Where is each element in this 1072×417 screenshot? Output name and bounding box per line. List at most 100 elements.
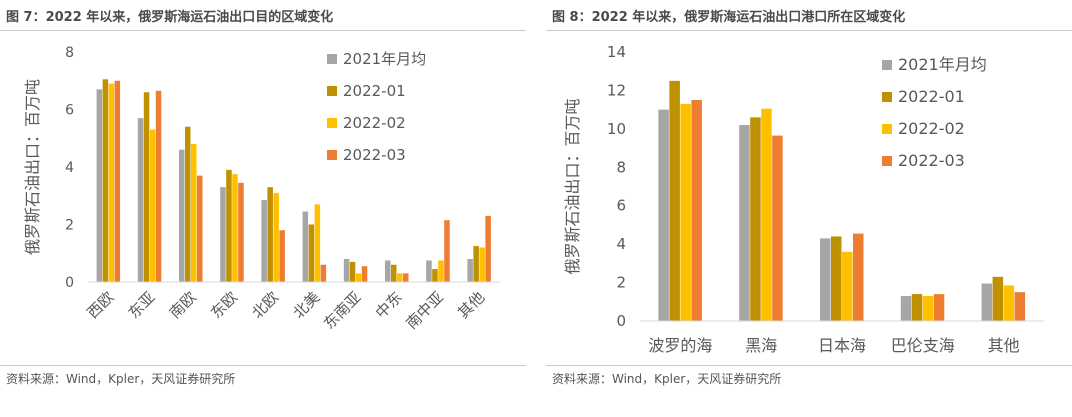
bar-2-6: [308, 224, 315, 282]
y-tick-label: 8: [616, 158, 626, 176]
bar-3-5: [273, 192, 279, 282]
bar-2-4: [226, 169, 232, 282]
legend-swatch: [882, 156, 892, 166]
legend-swatch: [327, 54, 337, 64]
bar-2-10: [473, 246, 479, 282]
bar-2-4: [911, 294, 923, 321]
legend-label: 2022-02: [343, 114, 406, 132]
x-category-label: 北欧: [248, 288, 282, 322]
bar-1-7: [343, 259, 350, 282]
bar-2-8: [391, 264, 397, 282]
bar-2-3: [831, 236, 842, 321]
y-tick-label: 8: [65, 45, 74, 61]
chart-title: 图 7：2022 年以来，俄罗斯海运石油出口目的区域变化: [6, 10, 334, 25]
bar-3-2: [149, 129, 156, 282]
legend-swatch: [327, 118, 337, 128]
x-category-label: 巴伦支海: [891, 336, 955, 355]
source-note: 资料来源：Wind，Kpler，天风证券研究所: [6, 372, 236, 386]
bar-3-3: [191, 144, 197, 282]
x-category-label: 中东: [372, 288, 406, 322]
bar-2-1: [102, 79, 109, 282]
bar-4-4: [933, 294, 945, 321]
bar-4-6: [320, 264, 327, 282]
y-tick-label: 2: [616, 274, 626, 292]
legend-label: 2022-03: [343, 146, 406, 164]
legend-label: 2022-01: [343, 82, 406, 100]
source-note: 资料来源：Wind，Kpler，天风证券研究所: [552, 372, 782, 386]
x-category-label: 南中亚: [402, 288, 447, 333]
y-tick-label: 14: [607, 43, 626, 61]
y-tick-label: 12: [607, 81, 626, 99]
bar-1-4: [900, 296, 912, 321]
y-axis-title: 俄罗斯石油出口：百万吨: [563, 98, 582, 274]
x-category-label: 其他: [988, 336, 1020, 355]
top-divider: [0, 30, 526, 31]
bar-2-5: [267, 187, 273, 282]
bottom-divider: [0, 365, 526, 366]
y-tick-label: 4: [616, 235, 626, 253]
bar-4-8: [403, 273, 409, 282]
bar-1-10: [467, 259, 473, 282]
chart-panel-left: 图 7：2022 年以来，俄罗斯海运石油出口目的区域变化 0 2 4 6 8 俄罗斯石油出…: [0, 0, 526, 417]
bar-3-4: [232, 174, 238, 282]
bar-2-3: [185, 126, 191, 282]
y-tick-label: 6: [65, 103, 74, 119]
bar-2-2: [750, 117, 761, 321]
bar-3-10: [479, 247, 485, 282]
x-category-label: 波罗的海: [648, 336, 712, 355]
y-tick-label: 6: [616, 197, 626, 215]
y-tick-label: 2: [65, 218, 74, 234]
bar-1-1: [658, 109, 669, 322]
bar-1-1: [96, 89, 103, 282]
bar-3-2: [761, 108, 772, 321]
bar-1-5: [981, 283, 993, 321]
x-category-label: 东欧: [207, 288, 241, 322]
bar-4-4: [238, 182, 244, 282]
bar-2-1: [669, 80, 680, 321]
bar-1-2: [739, 125, 750, 321]
legend-swatch: [882, 60, 892, 70]
bar-1-9: [426, 260, 432, 282]
chart-panel-right: 图 8：2022 年以来，俄罗斯海运石油出口港口所在区域变化 0 2 4 6 8 10 12…: [546, 0, 1072, 417]
bar-4-3: [853, 233, 864, 321]
bar-4-1: [691, 100, 702, 322]
legend-label: 2022-01: [898, 87, 965, 106]
legend-swatch: [882, 92, 892, 102]
bar-3-9: [438, 260, 444, 282]
bottom-divider: [546, 365, 1072, 366]
legend-swatch: [327, 86, 337, 96]
bar-3-6: [314, 204, 321, 282]
bar-3-1: [108, 83, 115, 282]
legend-swatch: [882, 124, 892, 134]
x-category-label: 黑海: [745, 336, 777, 355]
legend-label: 2022-03: [898, 151, 965, 170]
bar-4-2: [772, 135, 783, 321]
bar-4-7: [361, 266, 368, 282]
legend-label: 2021年月均: [898, 55, 987, 74]
bar-4-5: [1014, 292, 1026, 321]
bar-2-2: [143, 92, 150, 282]
chart-title: 图 8：2022 年以来，俄罗斯海运石油出口港口所在区域变化: [552, 10, 906, 25]
bar-1-5: [261, 200, 267, 282]
y-axis-title: 俄罗斯石油出口：百万吨: [23, 79, 42, 255]
bar-3-4: [922, 296, 934, 321]
legend-label: 2021年月均: [343, 50, 426, 68]
top-divider: [546, 30, 1072, 31]
legend-label: 2022-02: [898, 119, 965, 138]
bar-4-5: [279, 230, 285, 282]
bar-1-8: [385, 260, 391, 282]
bar-1-3: [820, 238, 831, 321]
bar-3-7: [355, 273, 362, 282]
bar-3-5: [1003, 285, 1015, 321]
bar-2-5: [992, 276, 1004, 321]
bar-1-3: [179, 149, 185, 282]
bar-2-7: [349, 261, 356, 282]
x-category-label: 其他: [454, 288, 488, 322]
bar-3-8: [397, 273, 403, 282]
bar-1-6: [302, 211, 309, 282]
x-category-label: 南欧: [166, 288, 200, 322]
legend-swatch: [327, 150, 337, 160]
x-category-label: 东南亚: [320, 288, 365, 333]
